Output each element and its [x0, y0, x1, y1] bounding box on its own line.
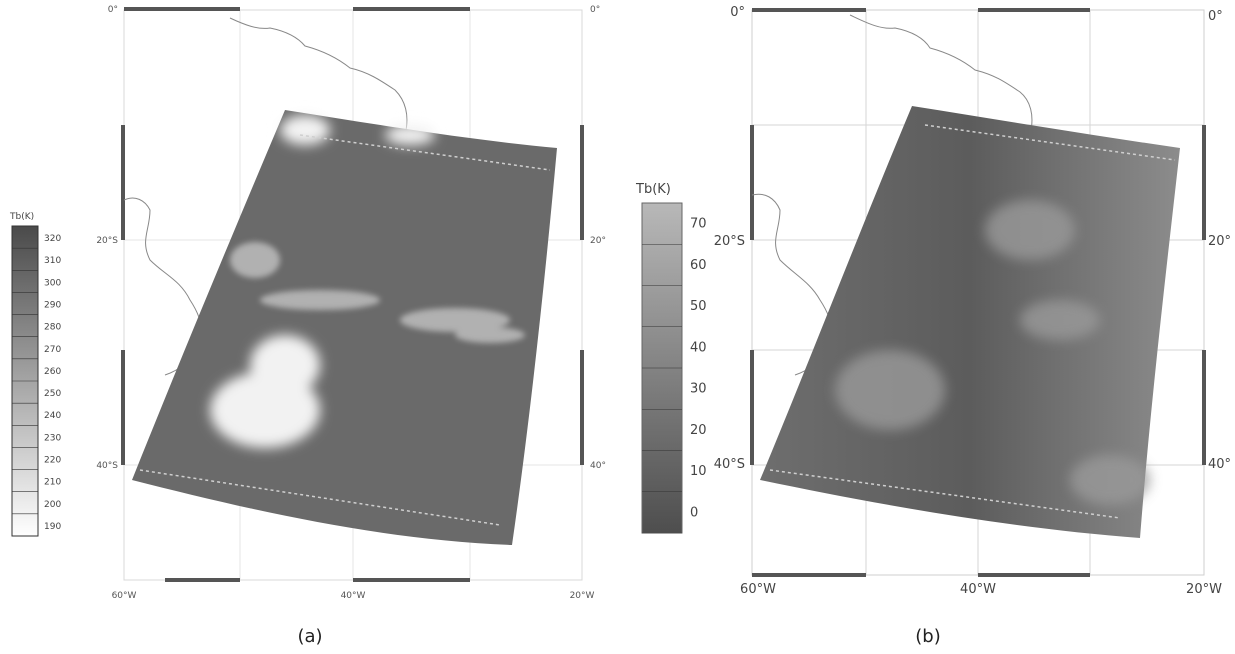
colorbar-a-tick-label: 210 — [44, 478, 61, 488]
colorbar-b-tick-label: 60 — [690, 258, 707, 273]
colorbar-a-tick-label: 310 — [44, 256, 61, 266]
clouds-b — [835, 200, 1150, 505]
lat-label-b-right-2: 40° — [1208, 457, 1231, 472]
colorbar-b-tick-label: 70 — [690, 217, 707, 232]
lat-label-b-right-1: 20° — [1208, 234, 1231, 249]
lon-label-a-2: 20°W — [570, 591, 595, 601]
colorbar-a-tick-label: 240 — [44, 411, 61, 421]
lat-label-b-right-0: 0° — [1208, 9, 1223, 24]
lon-label-b-0: 60°W — [740, 582, 776, 597]
colorbar-b-tick-label: 40 — [690, 340, 707, 355]
colorbar-a: Tb(K) 320 310 300 290 280 270 260 250 240 230 220 2… — [9, 212, 61, 537]
colorbar-b-tick-label: 0 — [690, 505, 698, 520]
lon-label-a-0: 60°W — [112, 591, 137, 601]
satellite-swath-b — [760, 106, 1180, 538]
scan-line-a — [139, 469, 501, 526]
colorbar-a-tick-label: 230 — [44, 433, 61, 443]
lat-label-b-left-2: 40°S — [714, 457, 745, 472]
colorbar-a-title: Tb(K) — [9, 212, 34, 222]
lat-label-a-left-1: 20°S — [96, 236, 118, 246]
lat-label-b-left-0: 0° — [730, 5, 745, 20]
colorbar-b-tick-label: 10 — [690, 464, 707, 479]
colorbar-b-tick-label: 50 — [690, 299, 707, 314]
caption-b: (b) — [915, 626, 940, 647]
lon-label-a-1: 40°W — [341, 591, 366, 601]
colorbar-a-tick-label: 290 — [44, 301, 61, 311]
colorbar-a-tick-label: 270 — [44, 345, 61, 355]
lat-label-b-left-1: 20°S — [714, 234, 745, 249]
colorbar-a-tick-label: 320 — [44, 234, 61, 244]
scan-line-a2 — [299, 134, 551, 171]
colorbar-b-ticks: 70 60 50 40 30 20 10 0 — [642, 217, 707, 534]
lon-label-b-2: 20°W — [1186, 582, 1222, 597]
scan-line-b — [769, 469, 1121, 519]
lat-label-a-right-2: 40° — [590, 461, 606, 471]
map-panel-b: 0° 20°S 40°S 0° 20° 40° 60°W 40°W 20°W T… — [635, 5, 1231, 647]
map-panel-a: 0° 20°S 40°S 0° 20° 40° 60°W 40°W 20°W T… — [9, 5, 606, 647]
colorbar-a-tick-label: 260 — [44, 367, 61, 377]
lat-label-a-left-0: 0° — [108, 5, 118, 15]
lat-label-a-right-1: 20° — [590, 236, 606, 246]
colorbar-a-tick-label: 220 — [44, 456, 61, 466]
colorbar-b-tick-label: 30 — [690, 382, 707, 397]
colorbar-b-title: Tb(K) — [635, 182, 671, 197]
lat-label-a-right-0: 0° — [590, 5, 600, 15]
colorbar-a-tick-label: 190 — [44, 522, 61, 532]
caption-a: (a) — [297, 626, 322, 647]
scan-line-b2 — [924, 124, 1176, 161]
lon-label-b-1: 40°W — [960, 582, 996, 597]
frame-bars-b — [750, 8, 1206, 577]
colorbar-b: Tb(K) 70 60 50 40 30 20 10 0 — [635, 182, 707, 534]
cloud-streaks-a — [230, 242, 525, 343]
colorbar-a-ticks: 320 310 300 290 280 270 260 250 240 230 220 210 200 1… — [12, 234, 61, 537]
colorbar-a-tick-label: 250 — [44, 389, 61, 399]
colorbar-b-tick-label: 20 — [690, 423, 707, 438]
colorbar-a-tick-label: 200 — [44, 500, 61, 510]
colorbar-a-tick-label: 300 — [44, 278, 61, 288]
frame-bars-a — [121, 7, 584, 582]
colorbar-a-tick-label: 280 — [44, 323, 61, 333]
clouds-a — [210, 115, 435, 448]
lat-label-a-left-2: 40°S — [96, 461, 118, 471]
